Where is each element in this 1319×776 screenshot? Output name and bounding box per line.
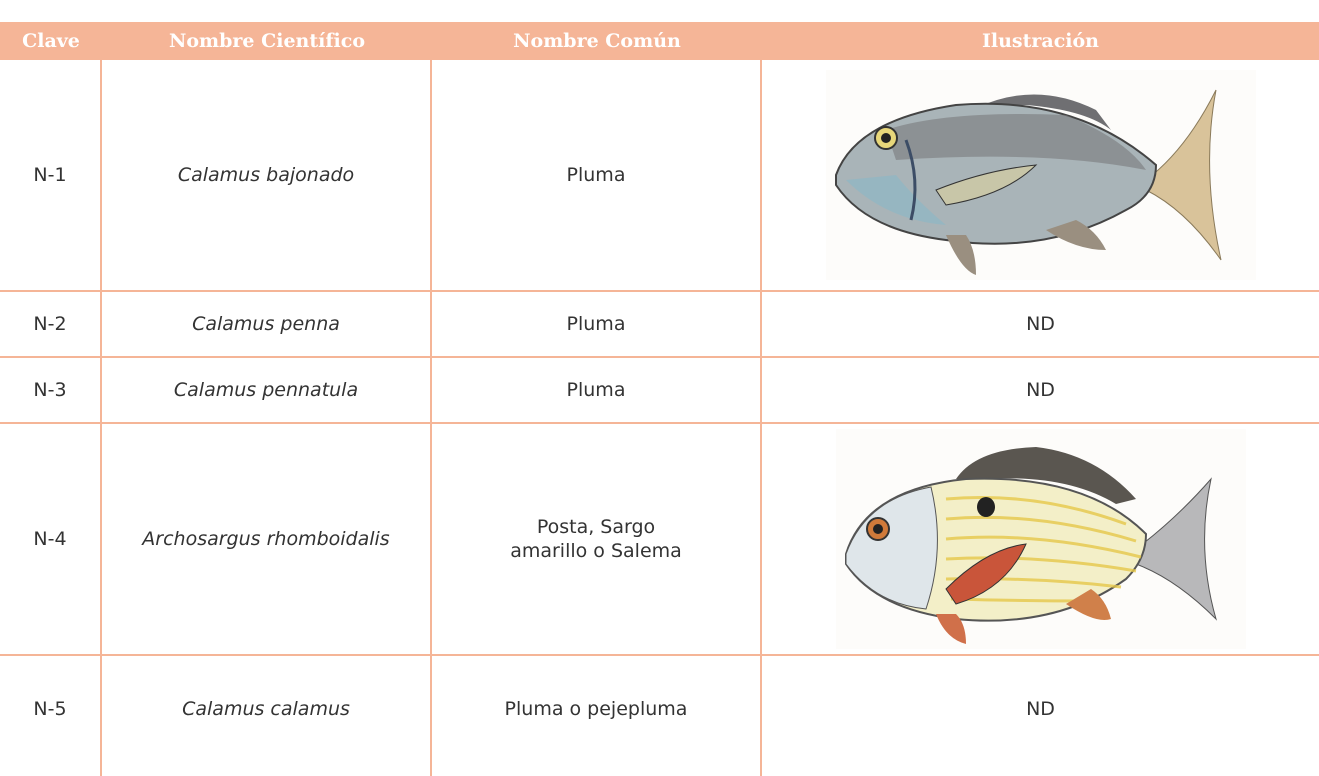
table-row: N-1 Calamus bajonado Pluma: [0, 60, 1319, 292]
key-cell: N-2: [0, 292, 102, 356]
fish-illustration: [835, 429, 1246, 649]
header-cell: Nombre Común: [513, 30, 681, 52]
common-name-cell: Posta, Sargo amarillo o Salema: [432, 424, 762, 654]
key-cell: N-5: [0, 656, 102, 776]
table-row: N-3 Calamus pennatula Pluma ND: [0, 358, 1319, 424]
scientific-name: Calamus calamus: [102, 656, 432, 776]
key-cell: N-3: [0, 358, 102, 422]
table-row: N-5 Calamus calamus Pluma o pejepluma ND: [0, 656, 1319, 776]
scientific-name: Archosargus rhomboidalis: [102, 424, 432, 654]
key-cell: N-4: [0, 424, 102, 654]
illustration-cell: [762, 424, 1319, 654]
fish-illustration: [825, 70, 1256, 280]
illustration-cell: ND: [1026, 698, 1055, 720]
common-name: Posta, Sargo amarillo o Salema: [510, 516, 682, 562]
common-name: Pluma: [432, 358, 762, 422]
illustration-cell: ND: [1026, 379, 1055, 401]
header-row: Clave Nombre Científico Nombre Común Ilu…: [0, 22, 1319, 60]
illustration-cell: ND: [1026, 313, 1055, 335]
illustration-cell: [762, 60, 1319, 290]
header-cell: Ilustración: [982, 30, 1099, 52]
header-cell: Nombre Científico: [168, 30, 365, 52]
scientific-name: Calamus pennatula: [102, 358, 432, 422]
common-name: Pluma o pejepluma: [432, 656, 762, 776]
scientific-name: Calamus bajonado: [102, 60, 432, 290]
table-row: N-4 Archosargus rhomboidalis Posta, Sarg…: [0, 424, 1319, 656]
key-cell: N-1: [0, 60, 102, 290]
common-name: Pluma: [432, 60, 762, 290]
species-table: Clave Nombre Científico Nombre Común Ilu…: [0, 22, 1319, 776]
common-name: Pluma: [432, 292, 762, 356]
scientific-name: Calamus penna: [102, 292, 432, 356]
table-row: N-2 Calamus penna Pluma ND: [0, 292, 1319, 358]
header-cell: Clave: [22, 30, 80, 52]
